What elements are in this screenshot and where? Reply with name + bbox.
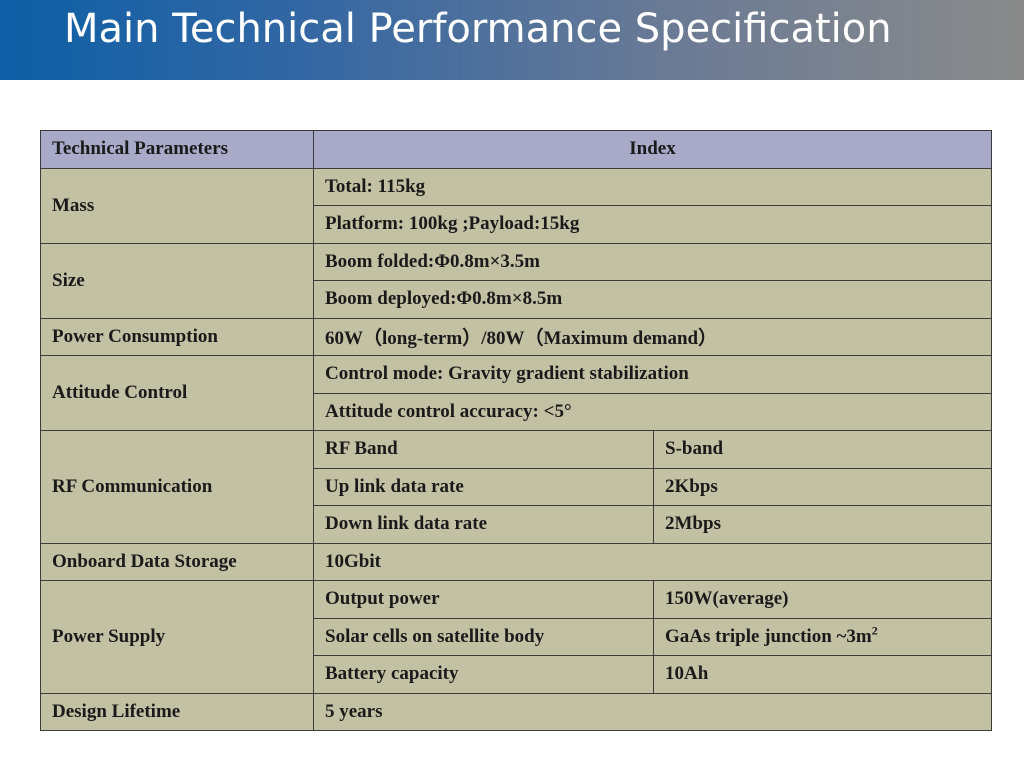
uplink-rate-value: 2Kbps [653, 467, 992, 506]
param-size: Size [40, 242, 314, 319]
solar-cells-value-text: GaAs triple junction ~3m [665, 625, 872, 647]
param-onboard-storage: Onboard Data Storage [40, 542, 314, 581]
mass-total: Total: 115kg [313, 167, 992, 206]
downlink-rate-label: Down link data rate [313, 505, 654, 544]
table-row: Up link data rate 2Kbps [41, 467, 992, 506]
table-row: Attitude Control Control mode: Gravity g… [40, 355, 992, 431]
mass-breakdown: Platform: 100kg ;Payload:15kg [313, 205, 992, 244]
table-row: Power Supply Output power 150W(average) [40, 580, 992, 694]
power-consumption-value: 60W（long-term）/80W（Maximum demand） [313, 317, 992, 356]
table-row: Boom deployed:Φ0.8m×8.5m [41, 280, 992, 319]
battery-capacity-label: Battery capacity [313, 655, 654, 694]
table-row: Battery capacity 10Ah [41, 655, 992, 694]
size-folded: Boom folded:Φ0.8m×3.5m [313, 242, 992, 281]
table-header-row: Technical Parameters Index [40, 130, 992, 169]
table-row: Mass Total: 115kg [40, 167, 992, 244]
table-row: Power Consumption 60W（long-term）/80W（Max… [40, 317, 992, 356]
rf-band-value: S-band [653, 430, 992, 469]
attitude-control-mode: Control mode: Gravity gradient stabiliza… [313, 355, 992, 394]
param-power-supply: Power Supply [40, 580, 314, 694]
title-banner: Main Technical Performance Specification [0, 0, 1024, 80]
table-row: Platform: 100kg ;Payload:15kg [41, 205, 992, 244]
attitude-control-accuracy: Attitude control accuracy: <5° [313, 392, 992, 431]
table-row: Down link data rate 2Mbps [41, 505, 992, 544]
output-power-value: 150W(average) [653, 580, 992, 619]
param-rf-communication: RF Communication [40, 430, 314, 544]
table-row: Design Lifetime 5 years [40, 692, 992, 731]
downlink-rate-value: 2Mbps [653, 505, 992, 544]
table-row: Solar cells on satellite body GaAs tripl… [41, 617, 992, 656]
page-title: Main Technical Performance Specification [64, 6, 892, 52]
param-power-consumption: Power Consumption [40, 317, 314, 356]
design-lifetime-value: 5 years [313, 692, 992, 731]
solar-cells-label: Solar cells on satellite body [313, 617, 654, 656]
header-technical-parameters: Technical Parameters [40, 130, 314, 169]
output-power-label: Output power [313, 580, 654, 619]
header-index: Index [313, 130, 992, 169]
table-row: RF Communication RF Band S-band [40, 430, 992, 544]
param-design-lifetime: Design Lifetime [40, 692, 314, 731]
rf-band-label: RF Band [313, 430, 654, 469]
spec-table: Technical Parameters Index Mass Total: 1… [40, 130, 992, 731]
size-deployed: Boom deployed:Φ0.8m×8.5m [313, 280, 992, 319]
param-attitude-control: Attitude Control [40, 355, 314, 431]
battery-capacity-value: 10Ah [653, 655, 992, 694]
onboard-storage-value: 10Gbit [313, 542, 992, 581]
param-mass: Mass [40, 167, 314, 244]
table-row: Size Boom folded:Φ0.8m×3.5m [40, 242, 992, 319]
table-row: Onboard Data Storage 10Gbit [40, 542, 992, 581]
solar-cells-value: GaAs triple junction ~3m2 [653, 617, 992, 656]
solar-cells-superscript: 2 [871, 623, 878, 638]
uplink-rate-label: Up link data rate [313, 467, 654, 506]
